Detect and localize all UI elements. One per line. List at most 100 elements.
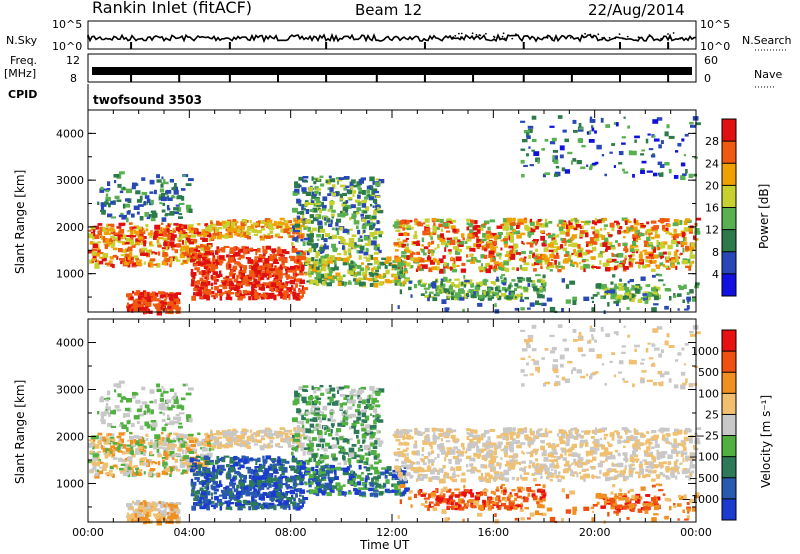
power-cell [376,220,380,225]
power-cell [212,233,215,238]
velocity-cell [217,431,224,436]
velocity-cell [145,516,149,520]
power-cell [402,227,405,231]
power-cell [263,294,268,299]
nsearch-dot [637,36,640,39]
velocity-cell [255,473,259,477]
power-cell [135,190,141,195]
velocity-cell [210,484,213,490]
velocity-cell [112,457,118,460]
power-cell [634,248,640,252]
velocity-cell [206,464,209,467]
power-cell [218,284,224,287]
nsearch-dot [640,36,643,39]
velocity-cell [243,474,247,480]
power-cell [166,292,169,295]
power-cell [526,226,531,232]
power-cell [500,247,503,251]
power-cell [298,220,301,223]
power-cell [331,216,335,219]
power-cell [375,205,381,209]
power-cell [572,300,577,305]
power-cell [475,291,479,297]
power-cell [533,239,539,242]
velocity-cell [298,499,303,503]
power-cell [257,274,260,280]
velocity-cell [205,440,211,446]
power-cell [163,178,166,183]
power-cell [529,164,534,167]
velocity-cell [213,505,216,510]
velocity-cell [197,464,202,468]
power-cell [454,278,460,281]
power-cell [114,180,117,184]
power-cell [374,272,379,276]
power-cell [490,281,495,284]
velocity-cell [169,432,172,435]
power-cell [531,263,536,267]
velocity-cell [291,494,294,500]
power-cell [365,267,370,271]
velocity-cell [196,441,201,445]
power-cell [583,263,590,268]
velocity-cell [88,459,94,464]
power-cell [262,246,265,250]
velocity-cell [112,450,115,454]
power-cell [623,287,630,291]
power-cell [535,253,540,257]
power-cell [279,217,284,221]
power-cell [519,264,523,270]
power-cell [99,252,104,255]
velocity-cell [117,445,121,451]
power-cell [516,276,523,279]
velocity-cell [299,494,302,497]
power-cell [295,296,301,301]
velocity-cell [181,461,188,465]
power-cell [373,257,378,261]
velocity-cell [225,506,232,510]
power-cell [640,225,646,228]
power-cell [621,285,628,289]
power-cell [366,185,370,190]
power-cell [320,249,325,252]
freq-band [92,67,692,75]
power-cell [131,226,138,229]
power-cell [357,202,361,207]
power-cell [281,249,287,254]
power-cell [161,217,167,222]
power-cell [635,261,641,265]
power-cell [496,252,499,255]
power-cell [299,279,305,283]
power-cell [672,222,679,227]
power-cell [434,226,440,230]
power-cell [624,292,628,296]
power-cell [214,292,218,298]
power-cell [675,241,681,245]
power-cell [158,251,161,256]
power-cell [308,186,313,192]
velocity-cell [227,429,232,432]
power-cell [399,282,402,286]
power-cell [178,202,185,205]
power-cell [195,229,198,234]
power-cell [476,284,482,287]
power-cell [350,204,356,209]
velocity-cell [277,445,283,448]
power-cell [612,292,617,296]
power-cell [201,281,207,286]
power-cell [526,153,529,157]
power-cell [607,258,612,262]
velocity-cell [208,447,211,452]
power-cell [199,287,204,290]
power-cell [147,232,153,236]
power-ylabel: Slant Range [km] [13,170,27,274]
velocity-cell [91,467,96,471]
power-cell [373,190,379,194]
power-cell [664,288,671,292]
velocity-cell [158,461,161,466]
power-cell [490,257,493,263]
power-cell [645,284,648,287]
nsearch-dot [597,33,600,36]
velocity-cell [233,498,239,501]
velocity-cell [221,491,227,496]
